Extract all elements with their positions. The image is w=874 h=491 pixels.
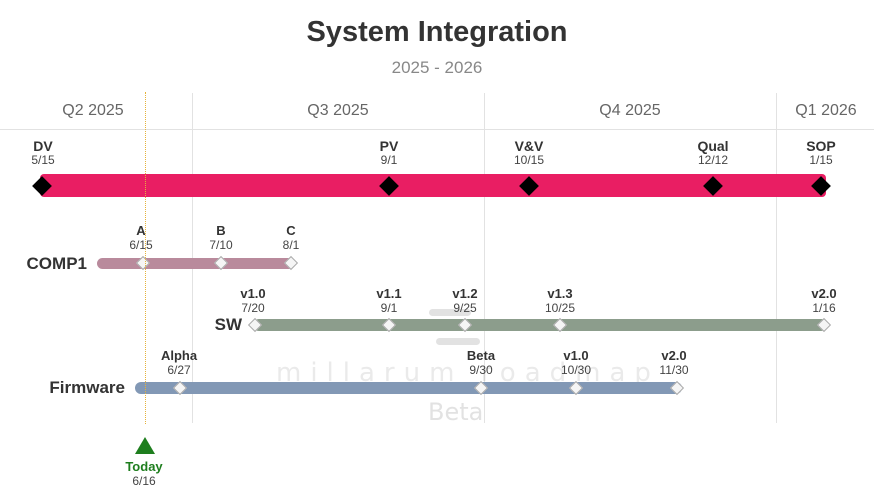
milestone-date: 7/20 xyxy=(241,300,265,315)
milestone-name: Qual xyxy=(697,138,729,154)
milestone[interactable]: v1.0 7/20 xyxy=(223,286,283,316)
milestone-date: 1/15 xyxy=(809,153,833,168)
milestone-date: 10/30 xyxy=(560,362,592,377)
today-marker-icon[interactable] xyxy=(135,437,155,454)
quarter-divider xyxy=(776,93,777,423)
milestone-name: v1.2 xyxy=(452,286,478,301)
milestone-date: 6/27 xyxy=(167,362,191,377)
milestone-date: 9/30 xyxy=(469,362,493,377)
today-line xyxy=(145,92,146,424)
milestone[interactable]: B 7/10 xyxy=(191,223,251,253)
milestone[interactable]: v1.1 9/1 xyxy=(359,286,419,316)
chart-title: System Integration xyxy=(306,16,568,48)
today-label: Today xyxy=(125,459,163,474)
watermark-sub: Beta xyxy=(428,398,484,426)
milestone-name: A xyxy=(136,223,146,238)
milestone-date: 12/12 xyxy=(697,153,729,168)
milestone-date: 10/25 xyxy=(544,300,576,315)
milestone-date: 9/1 xyxy=(380,300,398,315)
milestone-date: 9/1 xyxy=(380,153,398,168)
milestone-name: B xyxy=(216,223,226,238)
milestone-name: v1.1 xyxy=(376,286,402,301)
milestone-name: SOP xyxy=(806,138,836,154)
quarter-label: Q2 2025 xyxy=(62,102,124,119)
milestone-date: 11/30 xyxy=(659,362,689,377)
row-label-sw: SW xyxy=(214,315,242,334)
milestone-name: Alpha xyxy=(160,348,198,363)
main-track-bar[interactable] xyxy=(40,174,826,197)
quarter-label: Q1 2026 xyxy=(795,102,857,119)
milestone-date: 10/15 xyxy=(513,153,545,168)
row-label-comp1: COMP1 xyxy=(26,254,87,273)
milestone-name: v1.0 xyxy=(240,286,266,301)
milestone[interactable]: v2.0 11/30 xyxy=(644,348,704,378)
milestone[interactable]: PV 9/1 xyxy=(359,138,419,168)
row-label-firmware: Firmware xyxy=(49,378,125,397)
milestone[interactable]: Beta 9/30 xyxy=(451,348,511,378)
milestone[interactable]: v1.3 10/25 xyxy=(530,286,590,316)
milestone-date: 5/15 xyxy=(31,153,55,168)
milestone-name: C xyxy=(286,223,296,238)
milestone-name: Beta xyxy=(466,348,496,363)
comp1-bar[interactable] xyxy=(97,258,295,269)
quarter-label: Q4 2025 xyxy=(599,102,661,119)
chart-subtitle: 2025 - 2026 xyxy=(391,58,483,77)
milestone[interactable]: SOP 1/15 xyxy=(791,138,851,168)
milestone[interactable]: C 8/1 xyxy=(261,223,321,253)
milestone-date: 9/25 xyxy=(453,300,477,315)
milestone[interactable]: v2.0 1/16 xyxy=(794,286,854,316)
milestone[interactable]: V&V 10/15 xyxy=(499,138,559,168)
milestone-name: DV xyxy=(33,138,53,154)
quarter-label: Q3 2025 xyxy=(307,102,369,119)
milestone[interactable]: A 6/15 xyxy=(111,223,171,253)
milestone-name: v1.0 xyxy=(563,348,589,363)
milestone-name: V&V xyxy=(514,138,544,154)
milestone[interactable]: Qual 12/12 xyxy=(683,138,743,168)
quarter-divider xyxy=(484,93,485,423)
milestone-name: v2.0 xyxy=(661,348,687,363)
milestone-name: v1.3 xyxy=(547,286,573,301)
header-divider xyxy=(0,129,874,130)
milestone-date: 6/15 xyxy=(129,237,153,252)
today-date: 6/16 xyxy=(132,474,156,488)
milestone-date: 8/1 xyxy=(282,237,300,252)
milestone[interactable]: v1.2 9/25 xyxy=(435,286,495,316)
sw-bar[interactable] xyxy=(253,319,827,331)
milestone[interactable]: DV 5/15 xyxy=(13,138,73,168)
milestone[interactable]: Alpha 6/27 xyxy=(149,348,209,378)
milestone[interactable]: v1.0 10/30 xyxy=(546,348,606,378)
milestone-name: v2.0 xyxy=(811,286,837,301)
firmware-bar[interactable] xyxy=(135,382,682,394)
milestone-name: PV xyxy=(379,138,399,154)
milestone-date: 1/16 xyxy=(812,300,836,315)
milestone-date: 7/10 xyxy=(209,237,233,252)
